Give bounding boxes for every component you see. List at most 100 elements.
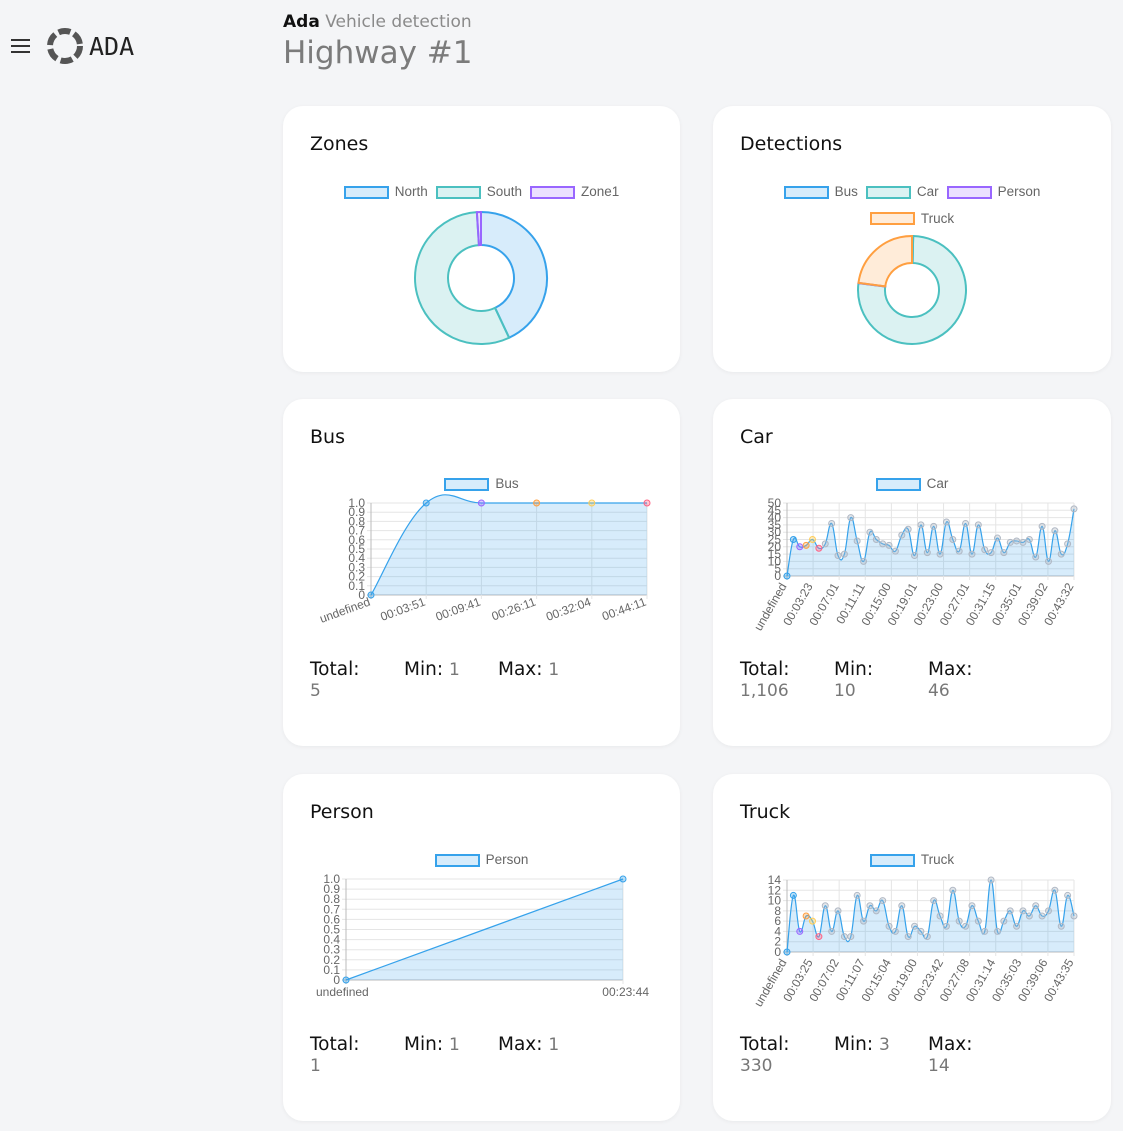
data-point[interactable] (898, 531, 906, 539)
data-point[interactable] (821, 902, 829, 910)
data-point[interactable] (1032, 553, 1040, 561)
legend-item-car[interactable]: Car (865, 180, 939, 204)
legend-item-truck[interactable]: Truck (869, 207, 954, 231)
data-point[interactable] (1051, 886, 1059, 894)
data-point[interactable] (949, 886, 957, 894)
data-point[interactable] (815, 544, 823, 552)
data-point[interactable] (891, 927, 899, 935)
slice-south[interactable] (414, 211, 511, 345)
legend-item-car[interactable]: Car (875, 472, 948, 496)
data-point[interactable] (789, 891, 797, 899)
data-point[interactable] (1038, 912, 1046, 920)
data-point[interactable] (834, 907, 842, 915)
legend-item-north[interactable]: North (343, 180, 428, 204)
data-point[interactable] (1000, 549, 1008, 557)
data-point[interactable] (1044, 557, 1052, 565)
data-point[interactable] (955, 917, 963, 925)
slice-north[interactable] (480, 210, 548, 340)
data-point[interactable] (1070, 505, 1078, 513)
data-point[interactable] (911, 552, 919, 560)
data-point[interactable] (802, 541, 810, 549)
data-point[interactable] (885, 541, 893, 549)
data-point[interactable] (789, 536, 797, 543)
legend-item-zone1[interactable]: Zone1 (530, 180, 619, 204)
data-point[interactable] (993, 534, 1001, 542)
data-point[interactable] (949, 536, 957, 543)
data-point[interactable] (942, 518, 950, 526)
data-point[interactable] (936, 912, 944, 920)
data-point[interactable] (847, 933, 855, 941)
data-point[interactable] (1013, 537, 1021, 545)
slice-zone1[interactable] (475, 210, 482, 247)
data-point[interactable] (1000, 917, 1008, 925)
data-point[interactable] (866, 902, 874, 910)
data-point[interactable] (974, 917, 982, 925)
legend-item-person[interactable]: Person (434, 848, 528, 872)
data-point[interactable] (860, 557, 868, 565)
data-point[interactable] (477, 499, 485, 507)
data-point[interactable] (828, 519, 836, 527)
data-point[interactable] (367, 591, 375, 599)
data-point[interactable] (981, 927, 989, 935)
data-point[interactable] (815, 933, 823, 941)
data-point[interactable] (588, 499, 596, 507)
data-point[interactable] (993, 927, 1001, 935)
slice-car[interactable] (857, 234, 967, 345)
data-point[interactable] (783, 948, 791, 956)
data-point[interactable] (1019, 538, 1027, 546)
data-point[interactable] (987, 549, 995, 557)
data-point[interactable] (930, 522, 938, 530)
data-point[interactable] (987, 876, 995, 884)
data-point[interactable] (962, 519, 970, 527)
data-point[interactable] (1044, 907, 1052, 915)
data-point[interactable] (917, 521, 925, 529)
data-point[interactable] (872, 907, 880, 915)
data-point[interactable] (968, 550, 976, 558)
data-point[interactable] (974, 521, 982, 529)
data-point[interactable] (1006, 538, 1014, 546)
data-point[interactable] (891, 547, 899, 555)
data-point[interactable] (917, 927, 925, 935)
data-point[interactable] (643, 499, 651, 507)
data-point[interactable] (809, 536, 817, 543)
data-point[interactable] (885, 922, 893, 930)
data-point[interactable] (1057, 550, 1065, 558)
data-point[interactable] (955, 547, 963, 555)
data-point[interactable] (783, 572, 791, 580)
data-point[interactable] (802, 912, 810, 920)
data-point[interactable] (422, 499, 430, 507)
data-point[interactable] (853, 891, 861, 899)
data-point[interactable] (911, 922, 919, 930)
data-point[interactable] (834, 552, 842, 560)
data-point[interactable] (936, 550, 944, 558)
data-point[interactable] (860, 917, 868, 925)
data-point[interactable] (853, 537, 861, 545)
data-point[interactable] (1051, 527, 1059, 535)
data-point[interactable] (840, 933, 848, 941)
data-point[interactable] (796, 543, 804, 551)
data-point[interactable] (1006, 907, 1014, 915)
data-point[interactable] (342, 976, 350, 984)
data-point[interactable] (879, 540, 887, 548)
data-point[interactable] (1025, 536, 1033, 543)
slice-truck[interactable] (857, 234, 913, 288)
data-point[interactable] (879, 897, 887, 905)
data-point[interactable] (1064, 540, 1072, 548)
data-point[interactable] (809, 917, 817, 925)
data-point[interactable] (923, 549, 931, 557)
data-point[interactable] (840, 550, 848, 558)
data-point[interactable] (898, 902, 906, 910)
data-point[interactable] (796, 927, 804, 935)
data-point[interactable] (619, 875, 627, 883)
data-point[interactable] (1070, 912, 1078, 920)
data-point[interactable] (1057, 922, 1065, 930)
data-point[interactable] (1032, 902, 1040, 910)
legend-item-south[interactable]: South (435, 180, 522, 204)
data-point[interactable] (968, 902, 976, 910)
data-point[interactable] (872, 536, 880, 543)
data-point[interactable] (1064, 891, 1072, 899)
data-point[interactable] (930, 897, 938, 905)
data-point[interactable] (1019, 907, 1027, 915)
data-point[interactable] (1025, 912, 1033, 920)
data-point[interactable] (847, 514, 855, 522)
